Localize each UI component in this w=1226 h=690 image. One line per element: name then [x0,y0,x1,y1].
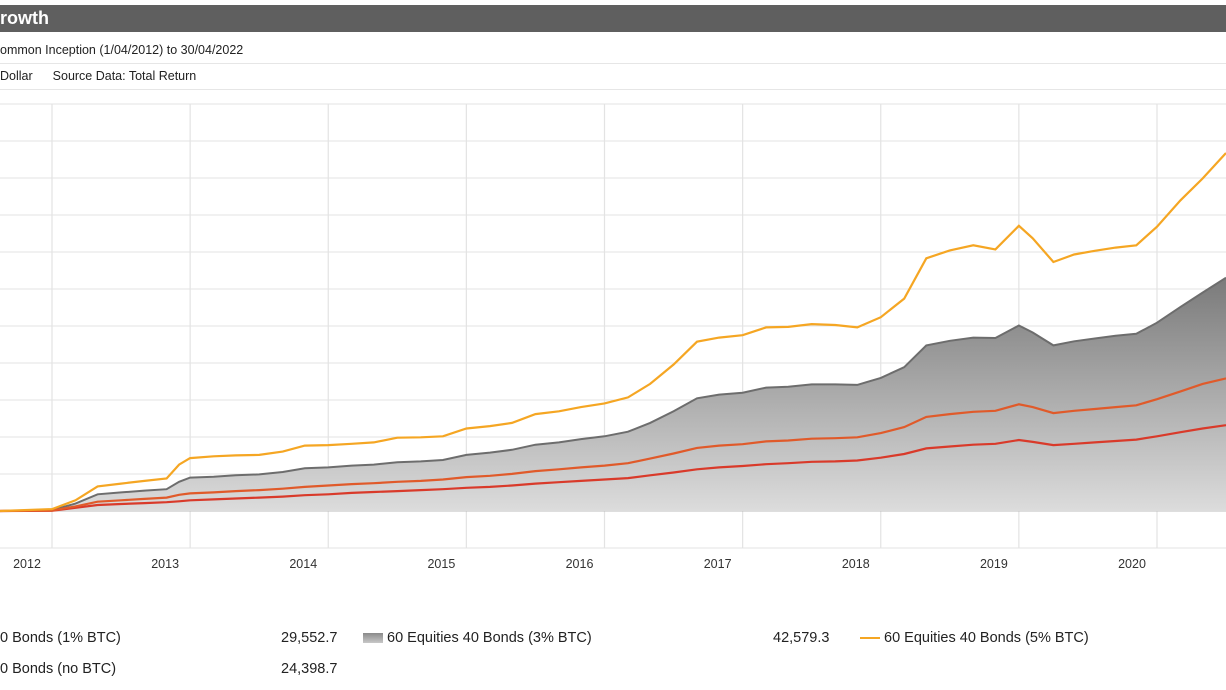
legend: 0 Bonds (1% BTC) 29,552.7 60 Equities 40… [0,622,1226,690]
legend-value-nobtc: 24,398.7 [281,661,338,677]
area-swatch-icon [363,633,383,644]
section-title-bar: rowth [0,5,1226,32]
series-line-btc5 [0,152,1226,513]
series-line-btc1 [0,377,1226,513]
section-title: rowth [0,8,49,28]
series-layer [0,152,1226,513]
x-tick-label: 2014 [289,557,317,571]
x-tick-label: 2020 [1118,557,1146,571]
legend-value-btc3: 42,579.3 [773,630,830,646]
series-area-btc3 [0,277,1226,511]
x-tick-label: 2017 [704,557,732,571]
line-swatch-icon [860,637,880,640]
legend-label-btc5: 60 Equities 40 Bonds (5% BTC) [884,630,1089,646]
x-tick-label: 2012 [13,557,41,571]
legend-label-btc1: 0 Bonds (1% BTC) [0,630,121,646]
legend-item-nobtc: 0 Bonds (no BTC) [0,659,116,679]
x-tick-label: 2013 [151,557,179,571]
legend-label-nobtc: 0 Bonds (no BTC) [0,661,117,677]
source-text: Source Data: Total Return [52,69,197,83]
period-row: ommon Inception (1/04/2012) to 30/04/202… [0,40,1226,60]
x-tick-label: 2016 [566,557,594,571]
legend-label-btc3: 60 Equities 40 Bonds (3% BTC) [387,630,592,646]
meta-divider-1 [0,63,1226,64]
series-line-nobtc [0,424,1226,513]
legend-value-btc1: 29,552.7 [281,630,338,646]
legend-item-btc5: 60 Equities 40 Bonds (5% BTC) [860,628,1089,648]
series-line-btc3 [0,276,1226,512]
legend-item-btc3: 60 Equities 40 Bonds (3% BTC) [363,628,592,648]
source-row: Dollar Source Data: Total Return [0,66,1226,86]
x-tick-label: 2019 [980,557,1008,571]
legend-item-btc1: 0 Bonds (1% BTC) [0,628,121,648]
currency-text: Dollar [0,69,33,83]
growth-line-chart: 2012 2013 2014 2015 2016 2017 2018 2019 2020 [0,103,1226,571]
x-axis: 2012 2013 2014 2015 2016 2017 2018 2019 2020 [13,557,1146,571]
meta-divider-2 [0,89,1226,90]
x-tick-label: 2018 [842,557,870,571]
period-text: ommon Inception (1/04/2012) to 30/04/202… [0,43,244,57]
x-tick-label: 2015 [427,557,455,571]
